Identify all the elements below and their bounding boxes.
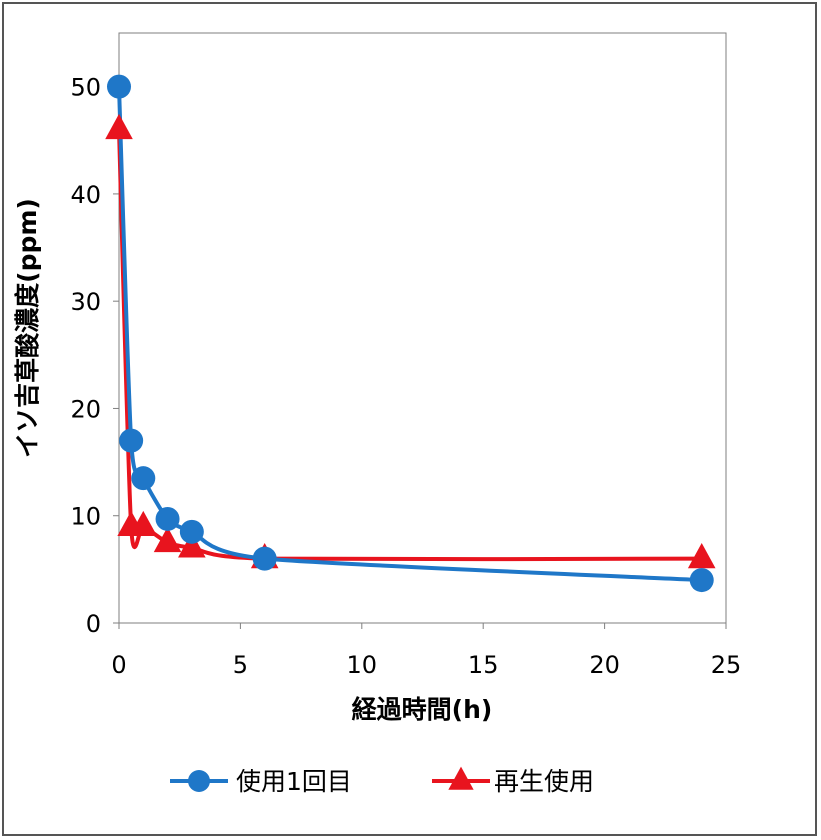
y-tick-label: 50 — [70, 74, 101, 102]
data-point-series-1 — [131, 466, 156, 491]
data-point-series-2 — [105, 113, 133, 140]
legend-marker-1 — [188, 770, 210, 792]
data-point-series-2 — [153, 526, 182, 553]
x-tick-label: 20 — [589, 651, 620, 679]
x-tick-label: 15 — [468, 651, 499, 679]
x-tick-label: 0 — [111, 651, 126, 679]
data-point-series-2 — [178, 532, 206, 558]
data-point-series-1 — [252, 546, 277, 571]
y-tick-label: 30 — [70, 288, 101, 316]
data-point-series-1 — [107, 74, 131, 99]
y-tick-label: 0 — [86, 610, 101, 638]
legend-marker-2 — [448, 766, 474, 790]
legend-label-1: 使用1回目 — [236, 767, 352, 796]
y-tick-label: 10 — [70, 503, 101, 531]
data-point-series-2 — [687, 543, 716, 569]
y-tick-label: 40 — [70, 181, 101, 209]
data-point-series-1 — [119, 428, 144, 453]
data-point-series-2 — [129, 510, 158, 537]
x-tick-label: 10 — [347, 651, 378, 679]
data-point-series-1 — [179, 519, 204, 544]
x-tick-label: 25 — [711, 651, 742, 679]
y-tick-label: 20 — [70, 395, 101, 423]
x-axis-title: 経過時間(h) — [352, 695, 493, 724]
data-point-series-1 — [155, 506, 180, 531]
legend-label-2: 再生使用 — [494, 767, 594, 796]
x-tick-label: 5 — [233, 651, 248, 679]
legend: 使用1回目 再生使用 — [170, 766, 594, 796]
plot-area — [118, 32, 727, 624]
data-point-series-1 — [689, 568, 714, 593]
y-axis-title: イソ吉草酸濃度(ppm) — [13, 198, 42, 458]
